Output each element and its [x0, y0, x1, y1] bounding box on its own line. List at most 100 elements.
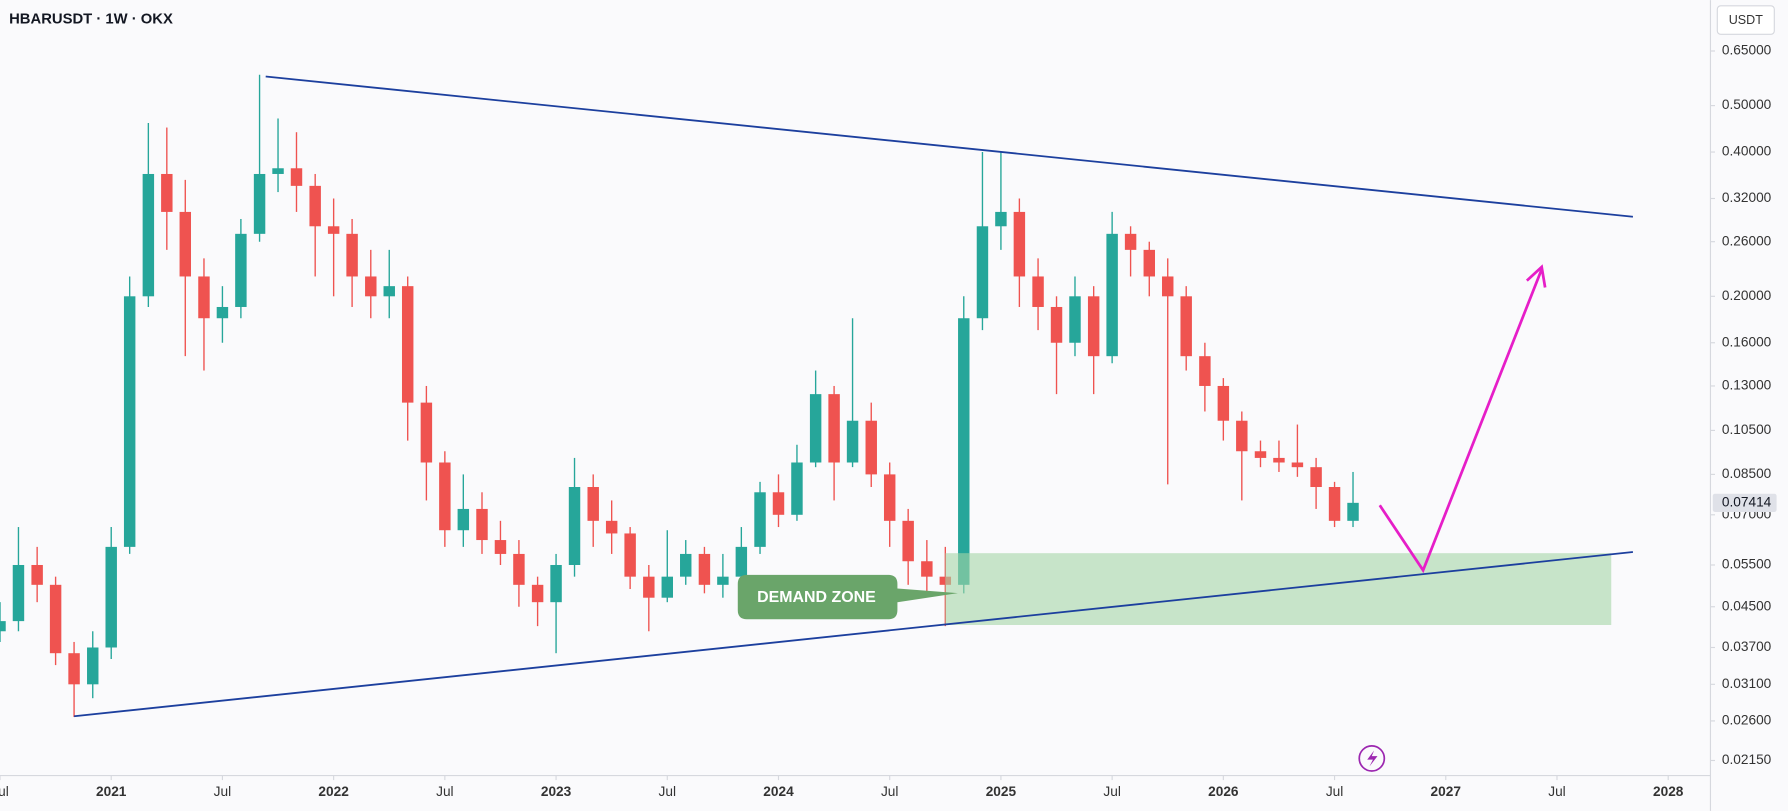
x-tick-label: Jul: [1103, 784, 1120, 799]
candle-body: [587, 487, 599, 521]
x-tick-label: 2022: [318, 784, 349, 799]
lower-trendline: [74, 551, 1634, 718]
candle-body: [309, 185, 321, 227]
candle-body: [958, 318, 970, 585]
x-tick-label: Jul: [214, 784, 231, 799]
candle-body: [476, 508, 488, 541]
x-tick-label: Jul: [881, 784, 898, 799]
candle-body: [624, 533, 636, 577]
y-tick-label: 0.26000: [1722, 233, 1772, 248]
candle-body: [1310, 467, 1322, 488]
candle-body: [49, 584, 62, 654]
candle-body: [1199, 356, 1211, 386]
candle-body: [1162, 276, 1174, 297]
candle-body: [550, 564, 562, 603]
candle-body: [791, 462, 803, 515]
candle-body: [383, 286, 395, 297]
candle-body: [198, 276, 210, 319]
x-tick-label: 2024: [763, 784, 794, 799]
demand-zone-callout: [737, 574, 958, 620]
candle-body: [754, 492, 766, 547]
candle-body: [772, 492, 785, 515]
y-tick-label: 0.05500: [1722, 557, 1772, 572]
x-tick-label: Jul: [436, 784, 453, 799]
x-tick-label: Jul: [1548, 784, 1565, 799]
candle-body: [995, 211, 1007, 227]
candle-body: [327, 226, 340, 234]
alert-icon[interactable]: [1358, 745, 1386, 772]
x-tick-label: 2027: [1431, 784, 1461, 799]
y-tick-label: 0.32000: [1722, 190, 1772, 205]
candle-body: [12, 564, 25, 622]
candle-body: [216, 306, 229, 319]
candle-body: [1032, 276, 1044, 307]
candle-body: [346, 233, 358, 277]
candle-body: [1050, 306, 1063, 343]
candle-body: [939, 576, 952, 585]
y-tick-label: 0.16000: [1722, 334, 1772, 349]
last-price-label: 0.07414: [1722, 494, 1772, 509]
y-tick-label: 0.04500: [1722, 598, 1772, 613]
candle-body: [1217, 385, 1230, 421]
candle-body: [290, 168, 303, 186]
candle-body: [1328, 487, 1341, 521]
candle-body: [1124, 233, 1137, 250]
currency-label: USDT: [1729, 13, 1763, 27]
candle-body: [1254, 451, 1267, 458]
y-tick-label: 0.50000: [1722, 97, 1772, 112]
y-tick-label: 0.08500: [1722, 466, 1772, 481]
candle-body: [1087, 296, 1100, 357]
y-tick-label: 0.10500: [1722, 422, 1772, 437]
candle-body: [568, 487, 581, 565]
y-tick-label: 0.03100: [1722, 676, 1772, 691]
candle-body: [1106, 233, 1118, 357]
candle-body: [161, 173, 173, 212]
candle-body: [253, 173, 266, 234]
x-tick-label: 2025: [986, 784, 1017, 799]
candle-body: [1180, 296, 1192, 357]
candle-body: [142, 173, 155, 297]
candle-body: [235, 233, 247, 307]
candle-body: [921, 561, 933, 577]
x-tick-label: 2026: [1208, 784, 1239, 799]
candle-body: [1291, 462, 1304, 468]
x-tick-label: Jul: [1326, 784, 1343, 799]
annotation-label: DEMAND ZONE: [757, 589, 876, 606]
candle-body: [809, 394, 822, 463]
candle-body: [1347, 502, 1359, 521]
x-tick-label: Jul: [0, 784, 9, 799]
x-tick-label: Jul: [659, 784, 676, 799]
currency-button[interactable]: [1716, 5, 1775, 35]
projection-arrow: [1378, 268, 1543, 574]
candle-body: [661, 576, 674, 598]
y-tick-label: 0.13000: [1722, 378, 1772, 393]
candle-body: [680, 553, 692, 577]
candle-body: [457, 508, 470, 531]
plot-area: [0, 74, 1359, 717]
candle-body: [1273, 457, 1285, 463]
candle-body: [883, 474, 896, 521]
y-tick-label: 0.02600: [1722, 713, 1772, 728]
candle-body: [87, 647, 99, 685]
candle-body: [513, 553, 525, 585]
candle-body: [605, 520, 618, 534]
candle-body: [272, 168, 284, 174]
x-tick-label: 2028: [1653, 784, 1684, 799]
y-tick-label: 0.02150: [1722, 752, 1772, 767]
upper-trendline: [265, 75, 1634, 218]
candle-body: [828, 394, 840, 463]
candle-body: [494, 540, 507, 554]
candle-body: [179, 211, 192, 277]
candle-body: [1069, 296, 1081, 343]
alert-icon-bolt: [1367, 750, 1378, 767]
candle-body: [1013, 211, 1026, 277]
candle-body: [0, 621, 6, 632]
candle-body: [68, 653, 80, 685]
candle-body: [698, 553, 711, 585]
candle-body: [401, 286, 414, 403]
candle-body: [865, 420, 877, 475]
x-tick-label: 2021: [96, 784, 127, 799]
candle-body: [420, 402, 433, 463]
candle-body: [531, 584, 544, 603]
